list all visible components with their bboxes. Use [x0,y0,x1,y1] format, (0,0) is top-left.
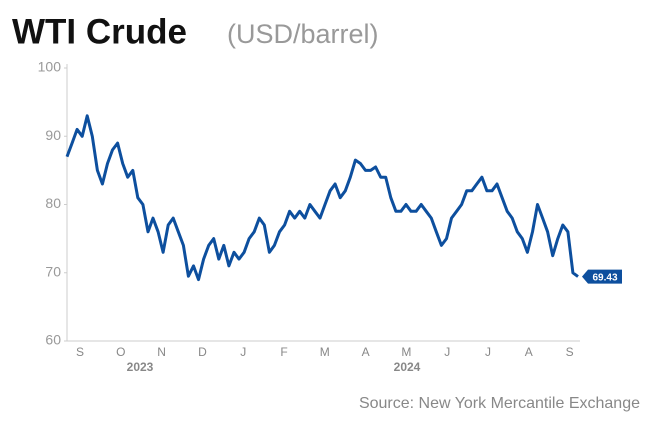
x-tick-label: J [444,345,450,359]
y-tick-label: 80 [45,195,61,211]
x-tick-label: J [485,345,491,359]
line [65,114,579,282]
x-tick-label: A [525,345,533,359]
x-tick-label: O [116,345,125,359]
x-tick-label: M [401,345,411,359]
x-tick-label: S [76,345,84,359]
source: Source: New York Mercantile Exchange [359,395,640,412]
y-tick-label: 60 [45,332,61,348]
x-tick-label: A [362,345,370,359]
value-label: 69.43 [592,272,617,283]
x-tick-label: S [566,345,574,359]
y-tick-label: 100 [38,59,62,75]
year-label: 2024 [394,360,421,374]
x-tick-label: M [320,345,330,359]
chart-title: WTI Crude [12,12,187,51]
year-label: 2023 [127,360,154,374]
chart-subtitle: (USD/barrel) [227,19,379,49]
x-tick-label: F [280,345,287,359]
y-tick-label: 90 [45,127,61,143]
value-label-box [582,269,622,284]
y-tick-label: 70 [45,263,61,279]
x-tick-label: J [240,345,246,359]
x-tick-label: D [198,345,207,359]
x-tick-label: N [157,345,166,359]
